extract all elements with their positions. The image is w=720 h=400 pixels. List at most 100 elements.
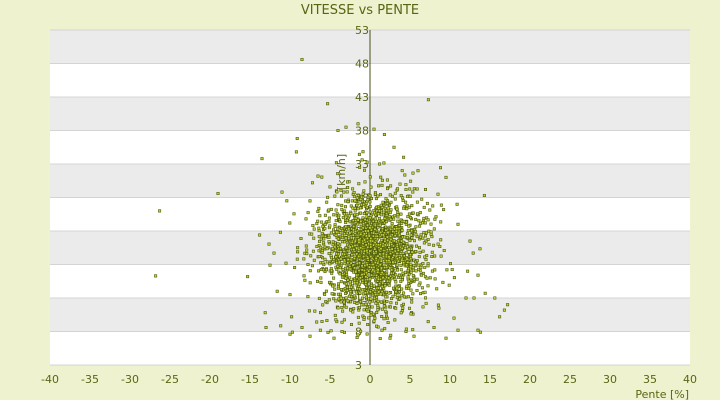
data-point bbox=[423, 290, 427, 294]
data-point bbox=[415, 187, 419, 191]
data-point bbox=[392, 145, 396, 149]
data-point bbox=[342, 330, 346, 334]
data-point bbox=[442, 249, 446, 253]
data-point bbox=[356, 333, 360, 337]
data-point bbox=[376, 299, 380, 303]
data-point bbox=[375, 310, 379, 314]
data-point bbox=[346, 299, 350, 303]
data-point bbox=[413, 229, 417, 233]
data-point bbox=[378, 336, 382, 340]
data-point bbox=[368, 300, 372, 304]
y-tick-label: 43 bbox=[355, 91, 369, 104]
data-point bbox=[335, 230, 339, 234]
data-point bbox=[408, 253, 412, 257]
data-point bbox=[329, 231, 333, 235]
data-point bbox=[424, 239, 428, 243]
data-point bbox=[395, 257, 399, 261]
data-point bbox=[376, 303, 380, 307]
data-point bbox=[346, 261, 350, 265]
data-point bbox=[395, 263, 399, 267]
data-point bbox=[385, 178, 389, 182]
data-point bbox=[331, 228, 335, 232]
data-point bbox=[357, 152, 361, 156]
data-point bbox=[369, 297, 373, 301]
data-point bbox=[403, 235, 407, 239]
data-point bbox=[354, 226, 358, 230]
data-point bbox=[428, 276, 432, 280]
data-point bbox=[326, 195, 330, 199]
data-point bbox=[361, 150, 365, 154]
data-point bbox=[396, 239, 400, 243]
data-point bbox=[369, 197, 373, 201]
data-point bbox=[417, 246, 421, 250]
y-tick-label: 48 bbox=[355, 58, 369, 71]
data-point bbox=[398, 182, 402, 186]
data-point bbox=[387, 283, 391, 287]
data-point bbox=[368, 194, 372, 198]
data-point bbox=[439, 220, 443, 224]
data-point bbox=[367, 234, 371, 238]
data-point bbox=[421, 261, 425, 265]
data-point bbox=[340, 229, 344, 233]
x-tick-label: 25 bbox=[563, 373, 577, 386]
data-point bbox=[415, 288, 419, 292]
data-point bbox=[360, 199, 364, 203]
data-point bbox=[340, 203, 344, 207]
x-tick-labels: -40 -35 -30 -25 -20 -15 -10 -5 0 5 10 15 20 25 30 35 40 bbox=[41, 373, 697, 386]
data-point bbox=[405, 204, 409, 208]
data-point bbox=[376, 286, 380, 290]
data-point bbox=[390, 268, 394, 272]
data-point bbox=[406, 215, 410, 219]
data-point bbox=[396, 213, 400, 217]
data-point bbox=[374, 292, 378, 296]
data-point bbox=[334, 318, 338, 322]
data-point bbox=[355, 301, 359, 305]
data-point bbox=[377, 209, 381, 213]
data-point bbox=[350, 253, 354, 257]
data-point bbox=[426, 218, 430, 222]
data-point bbox=[405, 236, 409, 240]
data-point bbox=[365, 160, 369, 164]
data-point bbox=[412, 258, 416, 262]
data-point bbox=[375, 234, 379, 238]
data-point bbox=[399, 212, 403, 216]
data-point bbox=[439, 254, 443, 258]
data-point bbox=[407, 224, 411, 228]
data-point bbox=[404, 327, 408, 331]
data-point bbox=[310, 232, 314, 236]
data-point bbox=[431, 204, 435, 208]
data-point bbox=[418, 224, 422, 228]
data-point bbox=[409, 288, 413, 292]
data-point bbox=[424, 231, 428, 235]
data-point bbox=[290, 330, 294, 334]
data-point bbox=[381, 219, 385, 223]
data-point bbox=[448, 262, 452, 266]
data-point bbox=[405, 242, 409, 246]
data-point bbox=[351, 187, 355, 191]
data-point bbox=[362, 249, 366, 253]
data-point bbox=[363, 180, 367, 184]
data-point bbox=[312, 227, 316, 231]
data-point bbox=[435, 287, 439, 291]
data-point bbox=[336, 237, 340, 241]
data-point bbox=[400, 239, 404, 243]
data-point bbox=[338, 247, 342, 251]
data-point bbox=[333, 313, 337, 317]
data-point bbox=[268, 263, 272, 267]
data-point bbox=[339, 300, 343, 304]
data-point bbox=[376, 194, 380, 198]
data-point bbox=[331, 243, 335, 247]
data-point bbox=[279, 324, 283, 328]
data-point bbox=[372, 296, 376, 300]
data-point bbox=[366, 256, 370, 260]
data-point bbox=[423, 265, 427, 269]
data-point bbox=[315, 279, 319, 283]
data-point bbox=[288, 332, 292, 336]
data-point bbox=[411, 328, 415, 332]
data-point bbox=[377, 184, 381, 188]
data-point bbox=[432, 243, 436, 247]
data-points bbox=[154, 57, 510, 340]
data-point bbox=[402, 291, 406, 295]
data-point bbox=[353, 206, 357, 210]
data-point bbox=[358, 206, 362, 210]
